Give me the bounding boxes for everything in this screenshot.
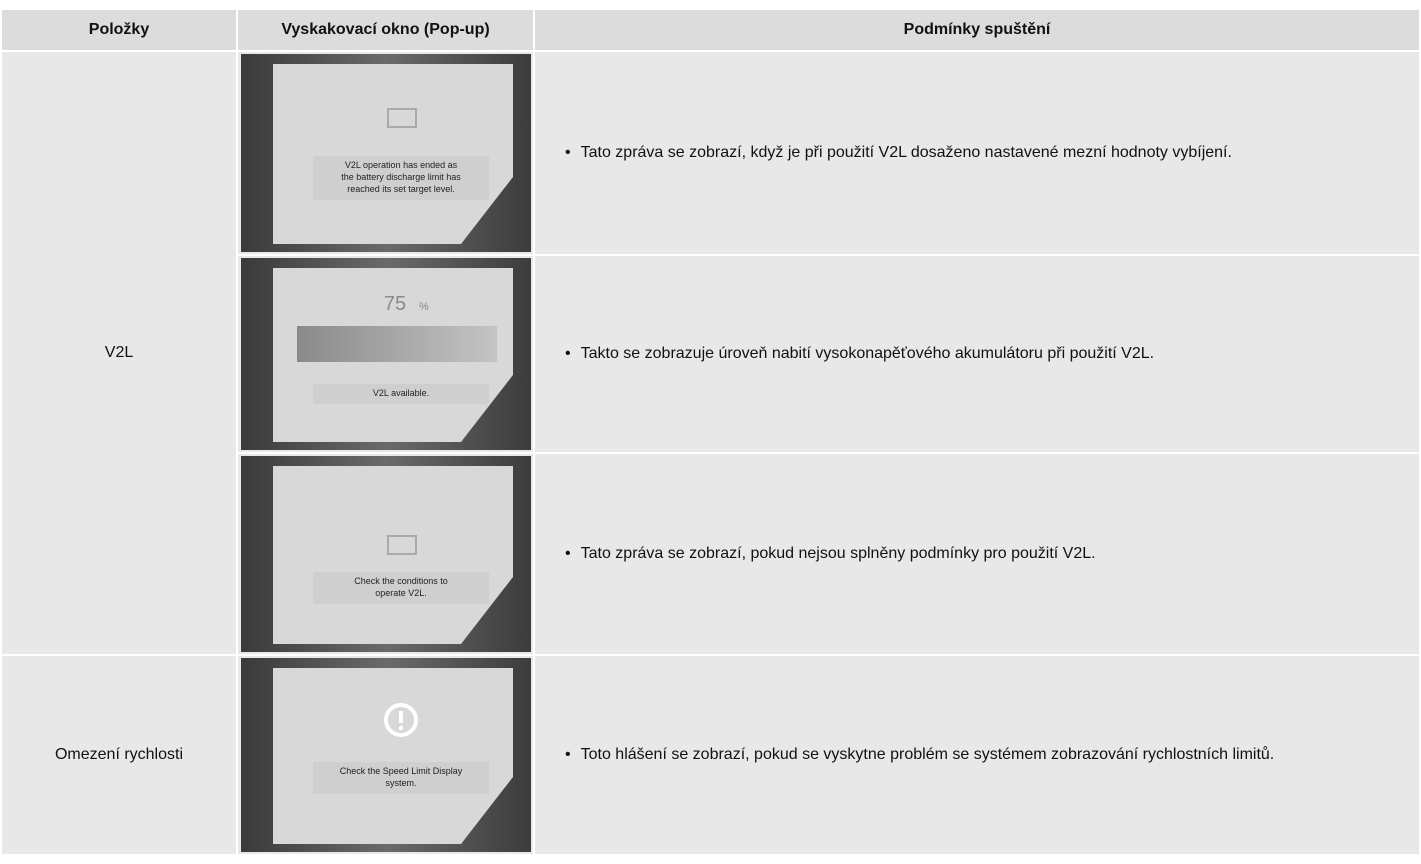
popup-cell: Check the Speed Limit Display system. [236,654,535,856]
item-cell: V2L [0,50,238,656]
popup-screenshot: Check the conditions to operate V2L. [240,456,531,652]
popup-cell: Check the conditions to operate V2L. [236,452,535,656]
header-cell: Podmínky spuštění [533,8,1421,52]
warning-dot [398,725,403,731]
header-cell: Vyskakovací okno (Pop-up) [236,8,535,52]
popup-message: the battery discharge limit has [341,172,461,182]
table-row: 75% V2L available. Takto se zobrazuje úrov… [1,254,1421,454]
percent-value: 75 [383,293,405,315]
popup-message: V2L available. [372,388,428,398]
popup-message: V2L operation has ended as [344,160,457,170]
popup-screenshot: 75 % V2L available. [240,258,531,450]
warning-icon [383,703,418,737]
header-row: Položky Vyskakovací okno (Pop-up) Podmín… [0,8,1421,52]
popup-screenshot: V2L operation has ended as the battery di… [240,54,531,252]
condition-cell: Tato zpráva se zobrazí, pokud nejsou spl… [533,452,1421,656]
message-box [312,156,489,200]
message-box [312,572,489,604]
message-box [312,762,489,794]
popup-message: operate V2L. [375,588,427,598]
condition-text: Tato zpráva se zobrazí, když je při použ… [565,144,1232,161]
table-row: Check the conditions to operate V2L. Tato … [1,452,1421,656]
percent-unit: % [419,301,429,313]
info-table: Položky Vyskakovací okno (Pop-up) Podmín… [0,8,1421,856]
table-row: V2L V2L operation has ended as the batter… [0,50,1421,656]
condition-cell: Toto hlášení se zobrazí, pokud se vyskyt… [533,654,1421,856]
popup-panel [272,668,513,844]
condition-cell: Takto se zobrazuje úroveň nabití vysokon… [533,254,1421,454]
popup-message: Check the conditions to [354,576,448,586]
condition-text: Tato zpráva se zobrazí, pokud nejsou spl… [565,545,1096,562]
popup-cell: 75% V2L available. [236,254,535,454]
popup-screenshot: Check the Speed Limit Display system. [240,658,531,852]
header-cell: Položky [0,8,238,52]
condition-cell: Tato zpráva se zobrazí, když je při použ… [533,50,1421,256]
table-body: V2L V2L operation has ended as the batter… [0,50,1421,856]
popup-panel [272,64,513,244]
popup-message: reached its set target level. [347,184,455,194]
table-row: Omezení rychlosti Check the Speed Limit … [0,654,1421,856]
warning-mark [398,711,403,723]
popup-cell: V2L operation has ended as the battery di… [236,50,535,256]
condition-text: Toto hlášení se zobrazí, pokud se vyskyt… [565,746,1274,763]
condition-text: Takto se zobrazuje úroveň nabití vysokon… [565,345,1154,362]
item-cell: Omezení rychlosti [0,654,238,856]
battery-icon [386,535,417,555]
battery-icon [386,108,417,128]
charge-bar [296,326,497,362]
message-box [312,384,489,404]
popup-message: system. [385,778,416,788]
popup-message: Check the Speed Limit Display [339,766,462,776]
